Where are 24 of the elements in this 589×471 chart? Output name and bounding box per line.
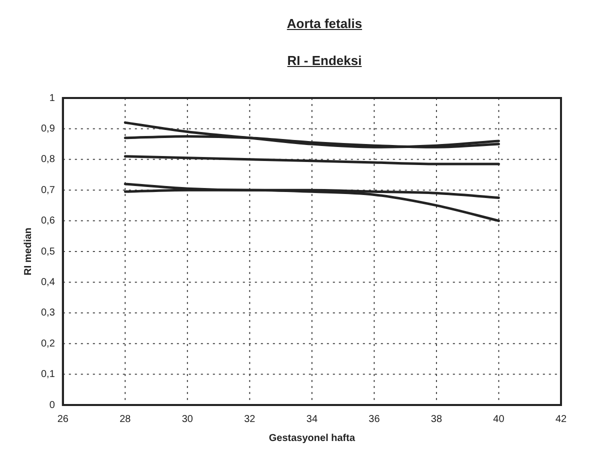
x-tick-label: 32	[244, 414, 256, 425]
y-axis-title: RI median	[22, 228, 34, 276]
chart-subtitle: RI - Endeksi	[286, 52, 363, 70]
x-tick-label: 26	[57, 414, 69, 425]
y-tick-label: 0,3	[40, 308, 56, 319]
x-tick-label: 30	[182, 414, 194, 425]
y-tick-label: 0	[49, 400, 56, 411]
x-tick-label: 36	[368, 414, 380, 425]
x-tick-label: 28	[120, 414, 132, 425]
x-tick-label: 42	[555, 414, 567, 425]
y-tick-label: 1	[49, 92, 56, 104]
y-tick-label: 0,2	[40, 338, 56, 350]
y-tick-label: 0,5	[40, 246, 56, 258]
y-tick-label: 0,4	[40, 276, 56, 288]
y-tick-label: 0,7	[40, 184, 56, 196]
y-tick-label: 0,9	[40, 123, 56, 134]
x-tick-label: 38	[430, 414, 442, 425]
x-axis-title: Gestasyonel hafta	[268, 432, 356, 444]
x-tick-label: 34	[306, 414, 318, 425]
y-tick-label: 0,1	[40, 369, 56, 380]
chart-title: Aorta fetalis	[286, 15, 364, 31]
x-tick-label: 40	[493, 414, 505, 425]
y-tick-label: 0,6	[40, 216, 56, 227]
y-tick-label: 0,8	[40, 154, 56, 166]
